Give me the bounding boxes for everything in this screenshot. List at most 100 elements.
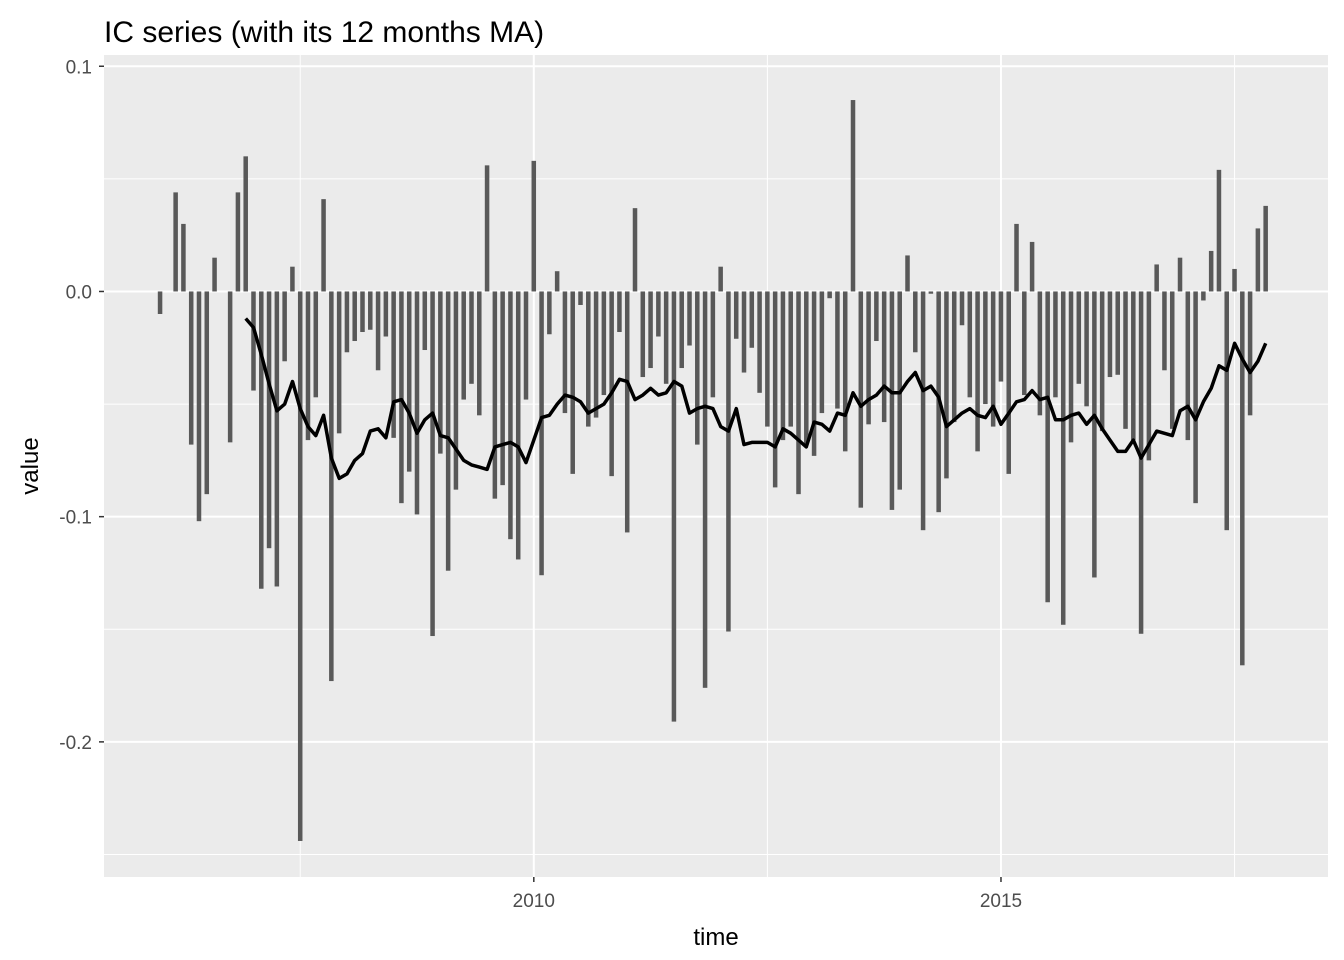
bar [515,291,521,560]
bar [227,291,233,443]
bar [430,291,435,637]
bar [1068,291,1074,443]
bar [282,291,287,362]
bar [1029,241,1035,292]
bar [726,291,731,632]
bar [562,291,568,414]
bar [928,291,934,294]
bar [593,291,599,418]
bar [967,291,973,398]
bar [1045,291,1050,603]
bar [368,291,373,330]
bar [702,291,708,688]
bar [624,291,630,533]
bar [959,291,965,326]
bar [765,291,770,427]
bar [842,291,848,452]
x-tick-label: 2015 [980,891,1022,912]
bar [523,291,529,400]
bar [827,291,832,299]
bar [679,291,684,369]
bar [181,223,186,292]
bar [1232,268,1237,292]
bar [990,291,996,427]
y-tick-label: 0.0 [66,282,92,303]
bar [874,291,879,342]
bar [710,291,716,398]
bar [297,291,303,841]
y-tick-label: -0.1 [59,508,92,529]
bar [1263,205,1268,292]
bar [492,291,498,499]
bar [609,291,614,477]
bar [406,291,412,472]
bar [477,291,482,416]
bar [617,291,622,333]
bar [1084,291,1089,407]
bar [266,291,272,549]
bar [811,291,817,456]
bar [290,266,295,292]
bar [578,291,583,305]
bar [983,291,988,405]
bar [905,255,910,292]
bar [1006,291,1011,474]
bar [889,291,895,510]
bar [500,291,505,486]
bar [414,291,420,515]
bar [438,291,443,454]
bar [554,271,560,292]
bar [321,199,326,292]
bar [453,291,459,490]
bar [1255,228,1261,292]
bar [601,291,607,396]
bar [819,291,825,414]
bar [671,291,677,722]
bar [975,291,980,452]
bar [1201,291,1206,301]
bar [695,291,700,445]
bar [336,291,342,434]
bar [998,291,1004,382]
bar [741,291,747,373]
moving-average-line [244,317,1268,481]
bar [1247,291,1253,416]
bar [445,291,451,571]
bar [313,291,319,398]
x-tick-label: 2010 [513,891,555,912]
bar [461,291,466,400]
bar-series [157,100,1268,841]
bar [383,291,389,337]
bar [920,291,926,531]
bar [866,291,871,425]
bar [850,100,856,292]
bar [1060,291,1066,625]
bar [305,291,311,441]
bar [586,291,591,427]
y-tick-label: 0.1 [66,57,92,78]
bar [788,291,793,427]
bar [780,291,786,441]
bar [1115,291,1120,375]
x-axis: 2010 2015 [513,877,1022,912]
bar [1216,169,1222,292]
bar [913,291,918,353]
bar [718,266,723,292]
bar [1014,223,1019,292]
bar [531,160,537,292]
bar [951,291,957,423]
bar [656,291,661,337]
bar [1224,291,1229,531]
bar [157,291,163,314]
bar [422,291,428,351]
bar [243,156,248,292]
bar [484,165,490,292]
bar [687,291,692,346]
bar [1099,291,1105,432]
x-axis-title: time [693,924,738,951]
bar [835,291,840,409]
bar [1138,291,1144,634]
bar [1193,291,1198,504]
bar [547,291,552,335]
bar [1185,291,1191,441]
